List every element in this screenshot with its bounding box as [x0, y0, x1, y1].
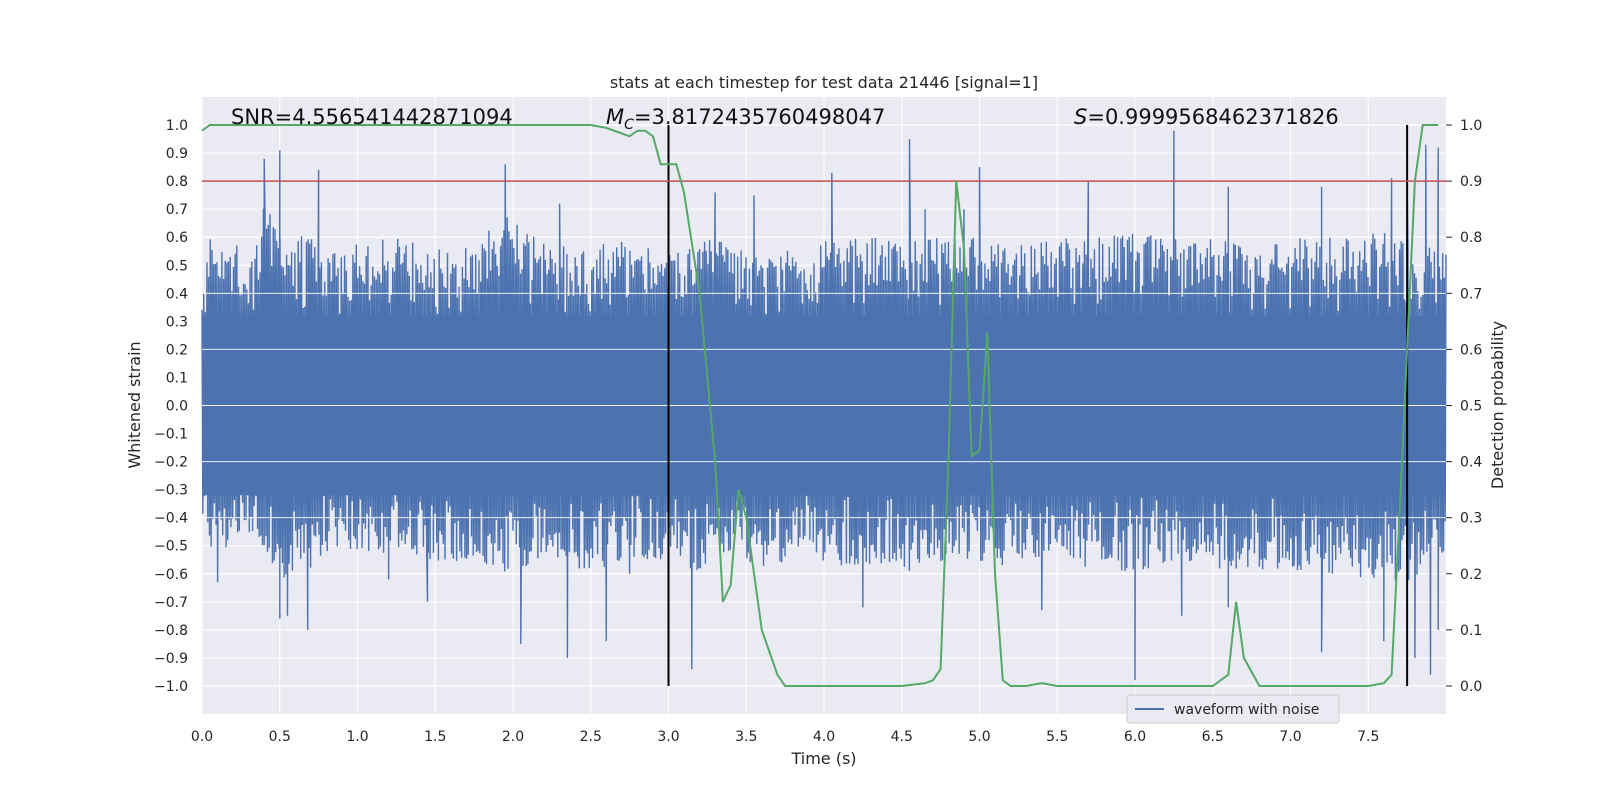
x-tick-label: 7.5	[1357, 729, 1379, 745]
x-tick-label: 6.5	[1202, 729, 1224, 745]
x-tick-label: 5.0	[968, 729, 990, 745]
y2-tick-label: 0.7	[1460, 286, 1482, 302]
y2-tick-label: 0.4	[1460, 455, 1482, 471]
y2-axis-label: Detection probability	[1488, 321, 1507, 489]
x-tick-label: 5.5	[1046, 729, 1068, 745]
x-tick-label: 3.5	[735, 729, 757, 745]
x-tick-label: 4.0	[813, 729, 835, 745]
y-tick-label: 1.0	[166, 118, 188, 134]
y-tick-label: 0.1	[166, 370, 188, 386]
x-ticks: 0.0 0.5 1.0 1.5 2.0 2.5 3.0 3.5 4.0 4.5 5.0 5.5 6.0 6…	[191, 729, 1380, 745]
statistic-value: =0.9999568462371826	[1087, 105, 1338, 129]
x-tick-label: 4.5	[891, 729, 913, 745]
statistic-annotation: S=0.9999568462371826	[1074, 105, 1339, 129]
y-ticks: 1.0 0.9 0.8 0.7 0.6 0.5 0.4 0.3 0.2 0.1 0.0 −0.1 −0.…	[154, 118, 188, 695]
x-tick-label: 0.0	[191, 729, 213, 745]
x-tick-label: 2.5	[580, 729, 602, 745]
y-tick-label: −0.3	[154, 483, 188, 499]
chirp-mass-value: =3.8172435760498047	[634, 105, 885, 129]
chirp-mass-annotation: MC=3.8172435760498047	[606, 105, 885, 133]
y2-tick-label: 0.6	[1460, 342, 1482, 358]
legend: waveform with noise	[1126, 694, 1340, 724]
y2-tick-label: 0.8	[1460, 230, 1482, 246]
x-tick-label: 3.0	[657, 729, 679, 745]
x-tick-label: 2.0	[502, 729, 524, 745]
waveform-line	[201, 130, 1447, 681]
y-tick-label: 0.2	[166, 342, 188, 358]
y-tick-label: −0.5	[154, 539, 188, 555]
statistic-symbol: S	[1074, 105, 1087, 129]
y2-tick-label: 0.5	[1460, 399, 1482, 415]
legend-box	[1126, 694, 1340, 724]
y2-tick-label: 0.3	[1460, 511, 1482, 527]
chirp-mass-subscript: C	[624, 117, 634, 133]
y2-ticks: 1.0 0.9 0.8 0.7 0.6 0.5 0.4 0.3 0.2 0.1 0.0	[1446, 118, 1482, 695]
y-axis-label: Whitened strain	[125, 341, 144, 468]
y-tick-label: 0.7	[166, 202, 188, 218]
y-tick-label: −1.0	[154, 679, 188, 695]
y-tick-label: 0.5	[166, 258, 188, 274]
y-tick-label: 0.4	[166, 286, 188, 302]
x-tick-label: 1.5	[424, 729, 446, 745]
y2-tick-label: 0.1	[1460, 623, 1482, 639]
y-tick-label: −0.7	[154, 595, 188, 611]
waveform-series	[201, 130, 1447, 681]
y-tick-label: −0.6	[154, 567, 188, 583]
x-tick-label: 0.5	[269, 729, 291, 745]
y-tick-label: −0.9	[154, 651, 188, 667]
y-tick-label: 0.9	[166, 146, 188, 162]
x-tick-label: 6.0	[1124, 729, 1146, 745]
x-tick-label: 1.0	[346, 729, 368, 745]
probability-series	[201, 124, 1439, 687]
y2-tick-label: 0.0	[1460, 679, 1482, 695]
chart-title: stats at each timestep for test data 214…	[610, 73, 1038, 92]
y-tick-label: 0.8	[166, 174, 188, 190]
y-tick-label: 0.0	[166, 399, 188, 415]
x-tick-label: 7.0	[1279, 729, 1301, 745]
y2-tick-label: 1.0	[1460, 118, 1482, 134]
vertical-markers	[667, 125, 1409, 686]
y-tick-label: −0.8	[154, 623, 188, 639]
x-axis-label: Time (s)	[790, 749, 856, 768]
snr-annotation: SNR=4.556541442871094	[231, 105, 513, 129]
chirp-mass-symbol: M	[606, 105, 624, 129]
legend-entry-waveform: waveform with noise	[1174, 702, 1319, 718]
y2-tick-label: 0.2	[1460, 567, 1482, 583]
y-tick-label: −0.1	[154, 427, 188, 443]
y2-tick-label: 0.9	[1460, 174, 1482, 190]
y-tick-label: 0.6	[166, 230, 188, 246]
y-tick-label: −0.2	[154, 455, 188, 471]
y-tick-label: 0.3	[166, 314, 188, 330]
y-tick-label: −0.4	[154, 511, 188, 527]
